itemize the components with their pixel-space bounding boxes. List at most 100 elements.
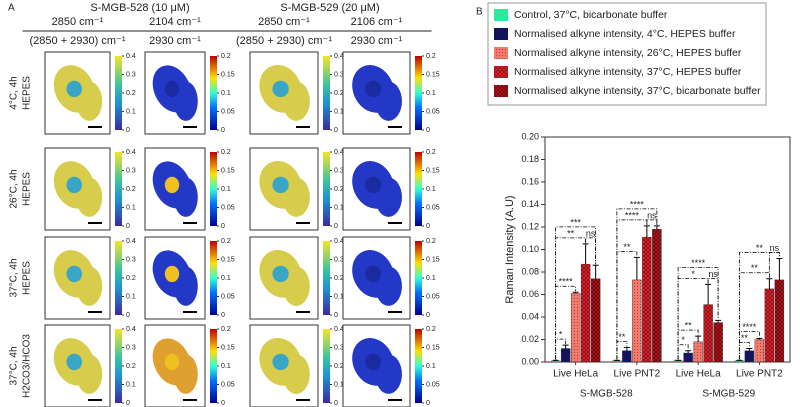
significance-bracket xyxy=(555,226,597,360)
cell xyxy=(173,81,198,121)
colorbar-tick-label: 0.4 xyxy=(126,326,136,333)
significance-bracket xyxy=(677,329,699,360)
error-bar xyxy=(715,319,722,323)
bar-hatch xyxy=(652,229,662,362)
colorbar-tick-label: 0.15 xyxy=(221,167,235,174)
x-tick-label: Live HeLa xyxy=(676,369,721,380)
legend-label: Normalised alkyne intensity, 37°C, HEPES… xyxy=(514,66,742,78)
error-bar xyxy=(756,337,763,340)
x-tick-label: Live PNT2 xyxy=(736,369,783,380)
colorbar xyxy=(415,152,422,226)
bar-hatch xyxy=(642,237,652,362)
error-bar xyxy=(572,291,579,294)
nucleus xyxy=(365,353,382,371)
cell xyxy=(282,354,310,394)
y-tick-label: 0.06 xyxy=(521,289,539,299)
legend-hatch xyxy=(494,85,508,97)
colorbar xyxy=(115,152,122,226)
error-bar xyxy=(695,335,702,342)
cell xyxy=(173,177,198,217)
colorbar-tick-label: 0 xyxy=(126,400,130,407)
legend-hatch xyxy=(494,47,508,59)
y-tick-label: 0.02 xyxy=(521,334,539,344)
colorbar-tick-label: 0.3 xyxy=(126,167,136,174)
colorbar-tick-label: 0 xyxy=(221,400,225,407)
bar xyxy=(622,350,632,363)
colorbar-tick-label: 0.1 xyxy=(426,186,436,193)
significance-label: **** xyxy=(625,210,640,220)
bar xyxy=(612,360,622,363)
colorbar-tick-label: 0.1 xyxy=(426,363,436,370)
colorbar-tick-label: 0.1 xyxy=(221,186,231,193)
y-tick-label: 0.08 xyxy=(521,266,539,276)
colorbar-tick-label: 0.2 xyxy=(126,186,136,193)
bar xyxy=(673,360,683,363)
colorbar-tick-label: 0.1 xyxy=(221,275,231,282)
colorbar-tick-label: 0.2 xyxy=(221,326,231,333)
colorbar-tick-label: 0 xyxy=(426,127,430,134)
colorbar-tick-label: 0.3 xyxy=(334,256,344,263)
bar xyxy=(560,348,571,363)
significance-label: ** xyxy=(623,242,631,252)
colorbar-tick-label: 0.15 xyxy=(221,344,235,351)
colorbar xyxy=(115,56,122,130)
error-bar xyxy=(766,278,773,289)
row-label: 4°C, 4h xyxy=(9,76,20,109)
y-tick-label: 0.18 xyxy=(521,154,539,164)
panel-b: Control, 37°C, bicarbonate buffer Normali… xyxy=(494,9,791,400)
legend-label: Control, 37°C, bicarbonate buffer xyxy=(514,9,668,21)
column-numerator: 2850 cm⁻¹ xyxy=(258,16,310,28)
y-tick-label: 0.00 xyxy=(521,356,539,366)
colorbar-tick-label: 0.2 xyxy=(334,90,344,97)
colorbar-tick-label: 0.2 xyxy=(426,238,436,245)
error-bar xyxy=(776,258,783,280)
cell xyxy=(282,266,310,306)
legend-swatch xyxy=(494,28,508,40)
colorbar-tick-label: 0 xyxy=(126,223,130,230)
colorbar-tick-label: 0 xyxy=(334,223,338,230)
x-tick-label: Live HeLa xyxy=(553,369,598,380)
colorbar xyxy=(323,56,330,130)
colorbar xyxy=(323,329,330,403)
colorbar-tick-label: 0.4 xyxy=(126,238,136,245)
row-label: HEPES xyxy=(22,261,33,295)
nucleus xyxy=(272,80,289,98)
colorbar xyxy=(210,241,217,315)
legend-label: Normalised alkyne intensity, 37°C, bicar… xyxy=(514,85,761,97)
group-label: S-MGB-529 xyxy=(702,389,755,400)
significance-label: **** xyxy=(630,199,645,209)
bar-hatch xyxy=(571,293,581,362)
error-bar xyxy=(736,359,743,361)
bar-hatch xyxy=(774,279,784,362)
colorbar-tick-label: 0.1 xyxy=(221,363,231,370)
cell xyxy=(76,177,103,217)
nucleus xyxy=(66,176,83,194)
cell xyxy=(375,354,402,394)
legend-box xyxy=(487,2,767,106)
nucleus xyxy=(66,265,83,283)
nucleus xyxy=(272,176,289,194)
significance-label: * xyxy=(559,330,563,340)
colorbar xyxy=(415,241,422,315)
column-numerator: 2104 cm⁻¹ xyxy=(149,16,201,28)
colorbar-tick-label: 0.1 xyxy=(426,275,436,282)
colorbar-tick-label: 0.1 xyxy=(126,108,136,115)
colorbar-tick-label: 0.05 xyxy=(221,381,235,388)
colorbar-tick-label: 0.2 xyxy=(221,53,231,60)
colorbar-tick-label: 0.15 xyxy=(426,71,440,78)
colorbar-tick-label: 0.2 xyxy=(426,149,436,156)
colorbar-tick-label: 0.2 xyxy=(426,326,436,333)
panel-label: B xyxy=(476,7,483,18)
colorbar-tick-label: 0.2 xyxy=(334,275,344,282)
significance-label: ** xyxy=(751,263,759,273)
cell xyxy=(375,177,402,217)
significance-label: ** xyxy=(741,333,749,343)
colorbar-tick-label: 0 xyxy=(126,312,130,319)
colorbar-tick-label: 0.3 xyxy=(334,167,344,174)
cell xyxy=(76,81,103,121)
colorbar-tick-label: 0.4 xyxy=(334,326,344,333)
significance-bracket xyxy=(585,237,597,265)
error-bar xyxy=(685,350,692,353)
nucleus xyxy=(365,176,382,194)
bar-hatch xyxy=(764,288,774,362)
